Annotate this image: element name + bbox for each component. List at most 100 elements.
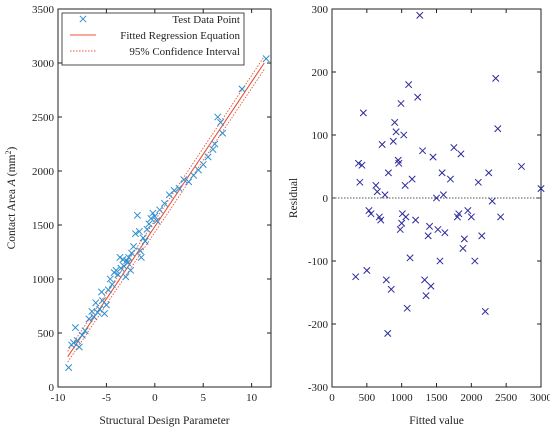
residual-point <box>414 93 422 101</box>
data-point <box>98 288 106 296</box>
residual-point <box>422 292 430 300</box>
residual-point <box>446 175 454 183</box>
data-point <box>156 206 164 214</box>
data-point <box>85 315 93 323</box>
data-point <box>180 176 188 184</box>
data-point <box>108 280 116 288</box>
residual-point <box>396 225 404 234</box>
residual-point <box>429 153 437 161</box>
residual-point <box>358 161 366 169</box>
y-tick-label: -300 <box>308 382 329 394</box>
data-point <box>131 230 140 238</box>
data-point <box>238 85 246 93</box>
y-tick-label: 100 <box>312 130 329 142</box>
data-point <box>102 301 110 309</box>
residual-point <box>457 150 465 158</box>
data-point <box>100 310 109 318</box>
residual-point <box>427 282 435 290</box>
x-tick-label: 5 <box>200 392 206 404</box>
residual-point <box>367 210 375 218</box>
data-point <box>78 331 86 339</box>
data-point <box>262 55 270 63</box>
residual-chart: 0 500 1000 1500 2000 2500 3000 -300 -200 -100 0 100… <box>288 4 550 427</box>
residual-point <box>406 254 414 262</box>
data-point <box>75 343 83 351</box>
data-point <box>136 247 144 255</box>
data-point <box>128 249 136 257</box>
y-tick-label: 0 <box>323 193 329 205</box>
residual-point <box>378 140 386 149</box>
residual-point <box>400 131 408 139</box>
residual-point <box>403 304 411 312</box>
x-tick-label: 1000 <box>391 392 414 404</box>
data-point <box>199 160 207 169</box>
residual-point <box>434 225 442 234</box>
residual-point <box>397 99 405 108</box>
x-axis-label: Structural Design Parameter <box>99 415 229 427</box>
x-axis-label: Fitted value <box>409 415 464 427</box>
residual-point <box>365 207 373 215</box>
x-tick-label: 1500 <box>426 392 449 404</box>
data-point <box>133 211 141 219</box>
residual-point <box>389 137 397 145</box>
data-point <box>135 227 143 236</box>
residual-point <box>387 285 395 293</box>
y-tick-label: -100 <box>308 256 329 268</box>
residual-point <box>517 162 526 171</box>
x-tick-label: -5 <box>102 392 112 404</box>
residual-point <box>425 222 434 230</box>
plot-frame <box>57 8 272 388</box>
ci-upper-line <box>67 56 265 352</box>
residual-point <box>474 178 482 186</box>
data-point <box>160 199 169 207</box>
data-point <box>92 299 100 307</box>
residual-point <box>485 169 493 177</box>
residual-point <box>436 257 444 265</box>
y-tick-label: 500 <box>38 328 55 340</box>
residual-point <box>412 216 420 224</box>
data-point <box>65 364 73 372</box>
y-tick-label: -200 <box>308 319 329 331</box>
data-point <box>137 253 145 261</box>
data-point <box>71 324 79 332</box>
data-point <box>151 212 159 220</box>
ci-lower-line <box>67 69 265 363</box>
y-tick-label: 2500 <box>32 112 55 124</box>
residual-point <box>405 81 413 89</box>
residual-point <box>460 235 468 243</box>
y-tick-label: 2000 <box>32 166 55 178</box>
data-point <box>217 118 225 126</box>
residual-point <box>352 273 360 281</box>
data-point <box>122 273 130 281</box>
data-point <box>143 225 151 233</box>
data-point <box>185 178 193 186</box>
data-point <box>153 217 161 225</box>
data-point <box>219 129 227 137</box>
y-tick-label: 1000 <box>32 274 55 286</box>
residual-point <box>384 169 392 177</box>
residual-point <box>354 159 363 167</box>
residual-point <box>391 118 399 126</box>
x-tick-label: 0 <box>152 392 158 404</box>
data-point <box>204 153 212 161</box>
y-axis-label: Residual <box>288 178 300 218</box>
data-point <box>149 209 157 217</box>
residual-point <box>537 184 545 193</box>
residual-point <box>372 181 380 189</box>
data-point <box>175 184 183 192</box>
legend-entry: 95% Confidence Interval <box>129 46 240 58</box>
x-tick-label: 2000 <box>460 392 483 404</box>
residual-point <box>363 266 371 275</box>
residual-point <box>359 109 367 117</box>
residual-point <box>382 276 390 284</box>
legend-box <box>61 12 245 66</box>
y-tick-label: 3500 <box>32 4 55 16</box>
y-tick-label: 300 <box>312 4 329 16</box>
data-point <box>139 234 147 242</box>
data-point <box>129 243 138 251</box>
data-point <box>145 220 153 228</box>
x-tick-label: 500 <box>359 392 376 404</box>
data-point <box>117 264 125 272</box>
residual-point <box>384 329 392 338</box>
